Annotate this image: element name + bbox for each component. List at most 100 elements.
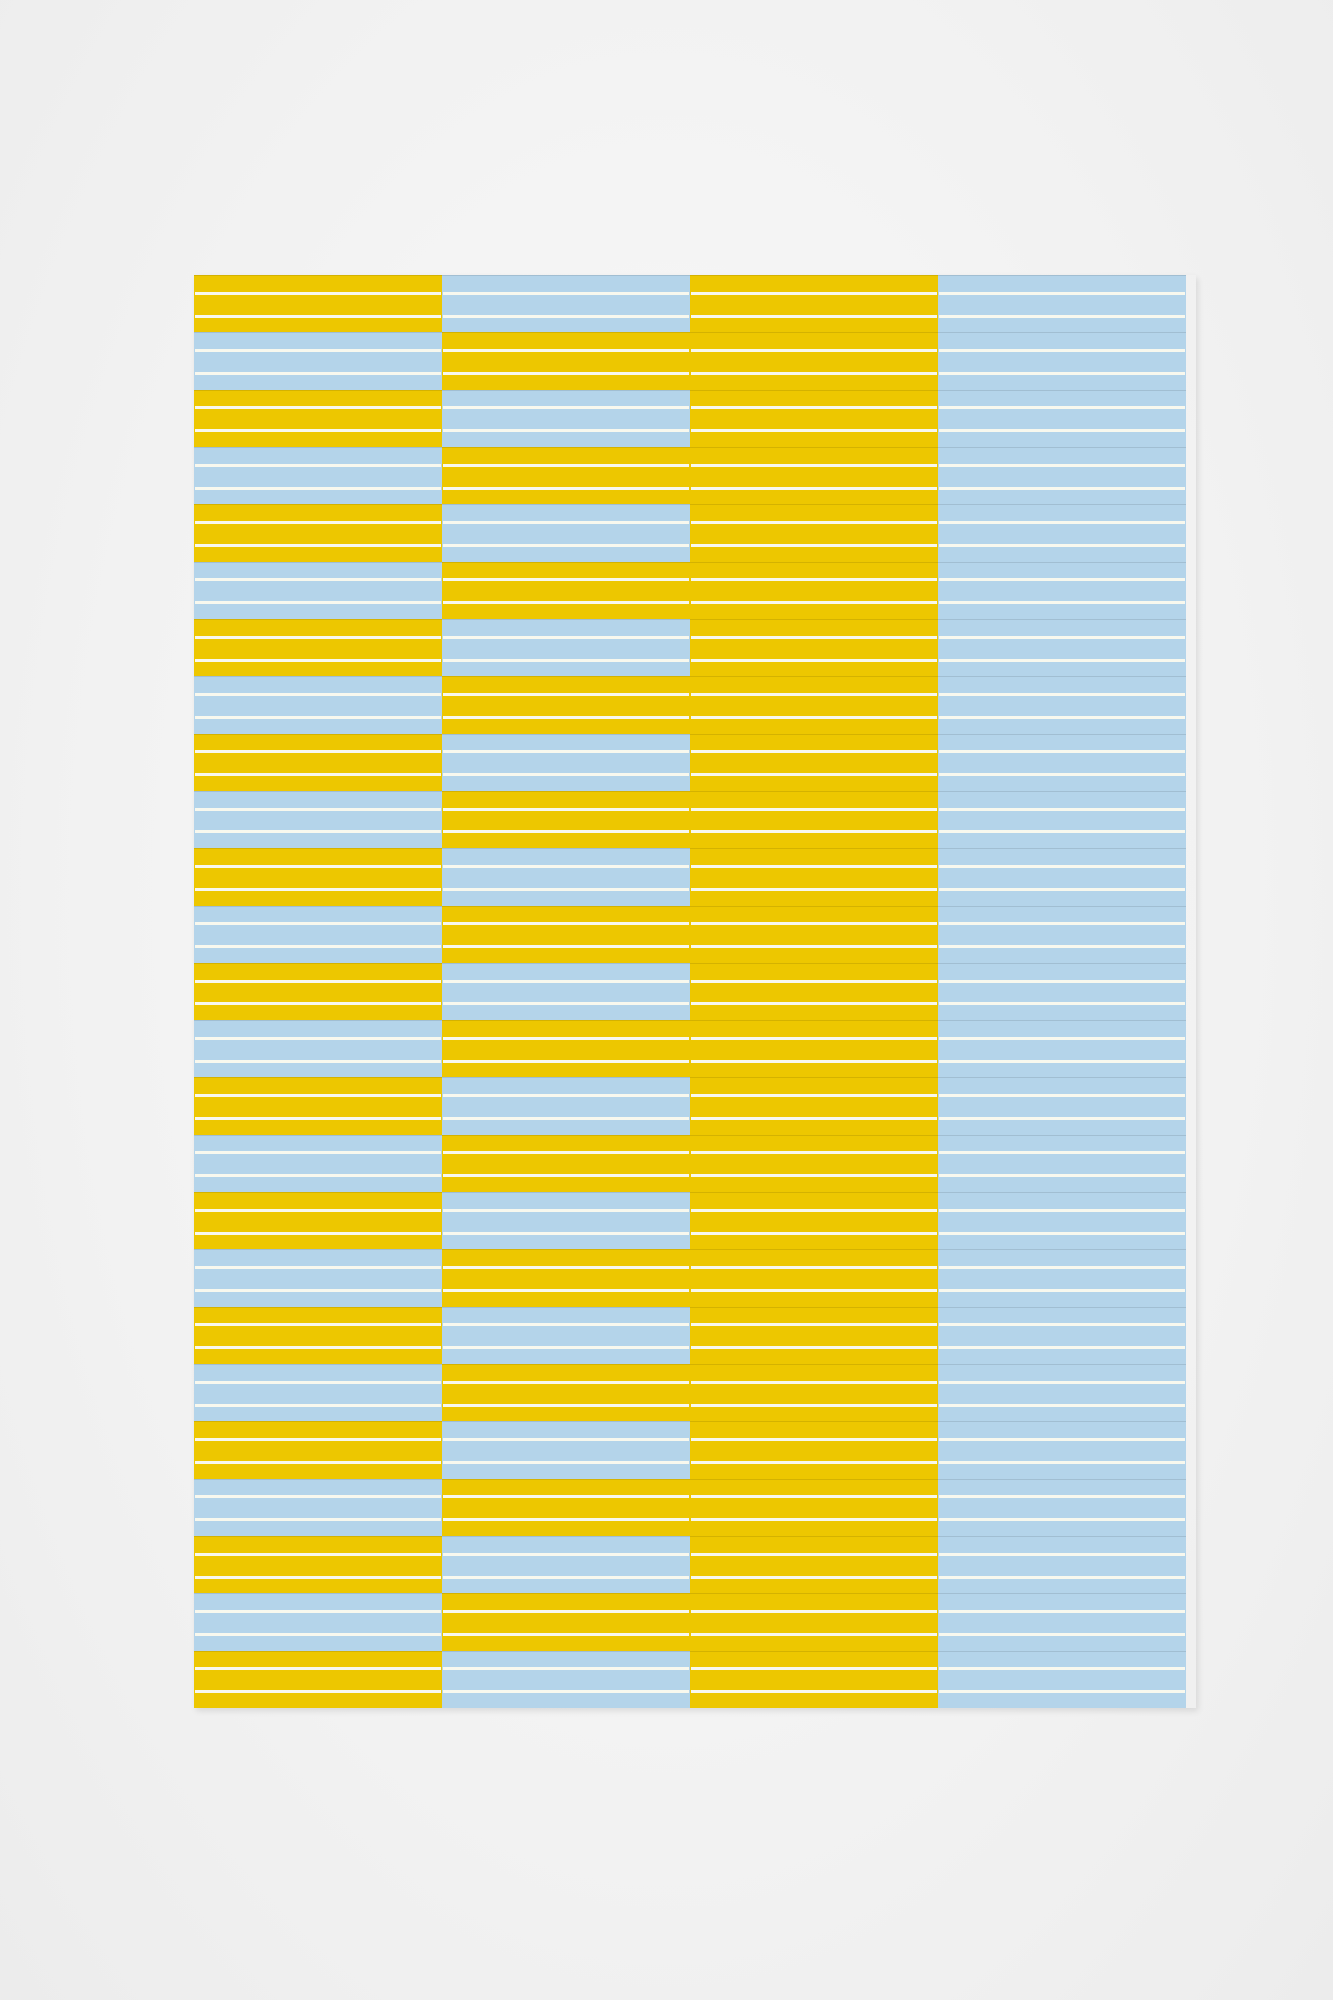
yellow-stripe-tile <box>442 1593 690 1652</box>
white-line <box>195 1059 441 1063</box>
yellow-stripe-tile <box>442 446 690 505</box>
white-line <box>691 1036 937 1040</box>
white-line <box>939 406 1185 410</box>
white-line <box>939 1174 1185 1178</box>
yellow-stripe-tile <box>690 790 938 849</box>
white-line <box>691 773 937 777</box>
blue-stripe-tile <box>938 504 1186 563</box>
yellow-stripe-tile <box>194 275 442 333</box>
white-line <box>195 1632 441 1636</box>
white-line <box>691 807 937 811</box>
white-line <box>691 830 937 834</box>
white-line <box>939 1059 1185 1063</box>
yellow-stripe-tile <box>690 504 938 563</box>
yellow-stripe-tile <box>690 1249 938 1308</box>
white-line <box>691 1495 937 1499</box>
white-line <box>939 945 1185 949</box>
yellow-stripe-tile <box>690 332 938 391</box>
white-line <box>691 1059 937 1063</box>
white-line <box>195 291 441 295</box>
yellow-stripe-tile <box>690 561 938 620</box>
white-line <box>195 1231 441 1235</box>
white-line <box>939 887 1185 891</box>
blue-stripe-tile <box>938 848 1186 906</box>
blue-stripe-tile <box>194 1249 442 1308</box>
yellow-stripe-tile <box>194 962 442 1021</box>
white-line <box>939 715 1185 719</box>
white-line <box>939 1117 1185 1121</box>
white-line <box>195 635 441 639</box>
blue-stripe-tile <box>938 1536 1186 1594</box>
white-line <box>939 750 1185 754</box>
yellow-stripe-tile <box>442 1478 690 1537</box>
white-line <box>443 429 689 433</box>
white-line <box>939 429 1185 433</box>
white-line <box>691 1266 937 1270</box>
blue-stripe-tile <box>938 389 1186 448</box>
white-line <box>691 864 937 868</box>
white-line <box>443 1208 689 1212</box>
white-line <box>443 1036 689 1040</box>
white-line <box>691 979 937 983</box>
white-line <box>443 1231 689 1235</box>
white-line <box>939 1036 1185 1040</box>
blue-stripe-tile <box>194 1364 442 1422</box>
white-line <box>939 314 1185 318</box>
blue-stripe-tile <box>938 962 1186 1021</box>
white-line <box>691 1518 937 1522</box>
yellow-stripe-tile <box>690 1593 938 1652</box>
white-line <box>195 1289 441 1293</box>
yellow-stripe-tile <box>442 1249 690 1308</box>
white-line <box>195 429 441 433</box>
white-line <box>939 578 1185 582</box>
white-line <box>691 658 937 662</box>
white-line <box>195 520 441 524</box>
white-line <box>443 887 689 891</box>
white-line <box>443 1610 689 1614</box>
white-line <box>443 406 689 410</box>
white-line <box>939 1094 1185 1098</box>
white-line <box>195 1208 441 1212</box>
blue-stripe-tile <box>938 332 1186 391</box>
white-line <box>939 807 1185 811</box>
white-line <box>939 1002 1185 1006</box>
white-line <box>443 1575 689 1579</box>
yellow-stripe-tile <box>442 790 690 849</box>
white-line <box>443 1117 689 1121</box>
yellow-stripe-tile <box>690 446 938 505</box>
white-line <box>195 1438 441 1442</box>
white-line <box>939 1610 1185 1614</box>
white-line <box>443 1461 689 1464</box>
white-line <box>939 979 1185 983</box>
white-line <box>939 486 1185 490</box>
white-line <box>443 635 689 639</box>
white-line <box>939 1632 1185 1636</box>
white-line <box>691 1117 937 1121</box>
white-line <box>195 773 441 777</box>
blue-stripe-tile <box>442 1421 690 1480</box>
blue-stripe-tile <box>938 905 1186 964</box>
white-line <box>195 1117 441 1121</box>
white-line <box>691 1438 937 1442</box>
white-line <box>443 922 689 926</box>
white-line <box>195 715 441 719</box>
yellow-stripe-tile <box>194 618 442 677</box>
white-line <box>939 1438 1185 1442</box>
white-line <box>195 486 441 490</box>
white-line <box>443 1690 689 1694</box>
white-line <box>691 1094 937 1098</box>
blue-stripe-tile <box>938 618 1186 677</box>
yellow-stripe-tile <box>690 676 938 735</box>
white-line <box>691 945 937 949</box>
white-line <box>443 1380 689 1384</box>
white-line <box>691 371 937 375</box>
yellow-stripe-tile <box>690 1364 938 1422</box>
yellow-stripe-tile <box>442 1134 690 1193</box>
white-line <box>691 1174 937 1178</box>
blue-stripe-tile <box>938 1306 1186 1365</box>
panel-3 <box>690 275 938 1709</box>
blue-stripe-tile <box>194 1478 442 1537</box>
white-line <box>195 1667 441 1671</box>
white-line <box>939 1495 1185 1499</box>
white-line <box>939 1403 1185 1407</box>
